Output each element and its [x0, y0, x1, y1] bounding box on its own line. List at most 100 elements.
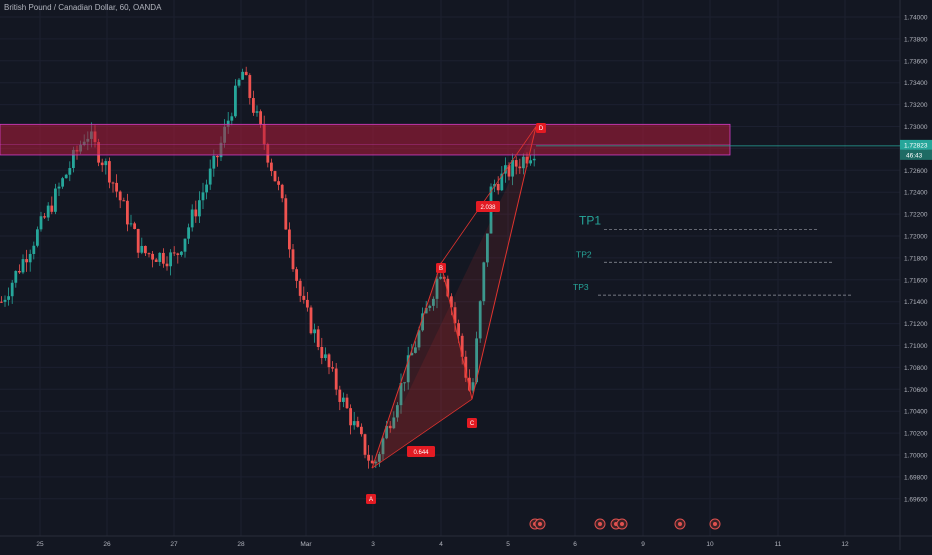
candle-body [230, 116, 234, 121]
date-tick-label: 10 [706, 541, 714, 548]
candle-body [61, 178, 64, 187]
event-icon-dot [713, 522, 717, 526]
candle-body [100, 162, 104, 166]
point-marker-d [536, 123, 546, 133]
harmonic-pattern[interactable]: A B C D 0.644 2.038 [366, 123, 546, 504]
candle-body [367, 454, 370, 461]
date-tick-label: 11 [775, 541, 782, 548]
candle-body [108, 161, 111, 183]
price-tick-label: 1.71200 [904, 321, 928, 328]
candle-body [450, 296, 453, 308]
tp2-label: TP2 [576, 249, 592, 259]
candle-body [518, 166, 522, 169]
candle-body [68, 168, 72, 175]
candle-body [25, 259, 28, 263]
price-tick-label: 1.72200 [904, 212, 928, 219]
tp3-label: TP3 [573, 282, 589, 292]
candle-body [471, 382, 475, 391]
candle-body [324, 354, 327, 359]
price-axis[interactable]: 1.742001.740001.738001.736001.734001.732… [536, 0, 932, 550]
resistance-zone[interactable] [0, 123, 731, 156]
candle-body [144, 245, 147, 254]
candle-body [3, 299, 7, 302]
price-tick-label: 1.70000 [904, 453, 928, 460]
candle-body [320, 346, 324, 359]
candle-body [64, 174, 68, 179]
candle-body [298, 280, 302, 296]
candle-body [284, 198, 288, 230]
candle-body [169, 252, 172, 267]
date-tick-label: 12 [841, 541, 849, 548]
point-label-c: C [470, 421, 475, 427]
event-markers[interactable] [529, 518, 721, 530]
candle-body [183, 238, 187, 252]
candle-body [496, 183, 500, 191]
candle-body [439, 276, 442, 279]
price-tick-label: 1.74000 [904, 15, 928, 22]
candle-body [478, 301, 482, 339]
candle-body [468, 377, 471, 391]
candle-body [500, 173, 504, 191]
date-tick-label: 6 [573, 541, 577, 548]
candle-body [190, 209, 194, 228]
date-tick-label: 27 [170, 541, 178, 548]
current-price-tag [900, 139, 932, 150]
pattern-triangle-acd [372, 126, 536, 469]
candle-body [205, 184, 208, 193]
candle-body [259, 111, 262, 125]
price-tick-label: 1.71600 [904, 277, 928, 284]
candle-body [432, 298, 435, 306]
target-lines[interactable]: TP1 TP2 TP3 [573, 213, 852, 296]
candle-body [72, 149, 75, 169]
candle-body [522, 156, 525, 169]
candle-body [421, 313, 424, 331]
ratio-xa-label: 0.644 [413, 450, 429, 456]
candle-body [201, 192, 205, 201]
candle-body [151, 253, 154, 260]
candle-body [302, 295, 306, 300]
candle-body [486, 233, 489, 263]
candle-body [309, 307, 313, 334]
date-tick-label: 26 [103, 541, 111, 548]
candle-body [460, 335, 464, 357]
candle-body [241, 71, 244, 80]
candle-body [392, 417, 396, 429]
price-tick-label: 1.70200 [904, 431, 928, 438]
point-label-a: A [369, 497, 373, 503]
time-axis[interactable]: 25 26 27 28 Mar 3 4 5 6 9 10 11 12 [0, 535, 932, 548]
date-tick-label: 28 [237, 541, 245, 548]
candle-body [482, 262, 486, 302]
candle-body [378, 454, 381, 462]
candle-body [424, 307, 428, 314]
price-tick-label: 1.73600 [904, 58, 928, 65]
price-tick-label: 1.72400 [904, 190, 928, 197]
point-marker-c [467, 418, 477, 428]
candle-body [147, 253, 151, 255]
candle-body [381, 438, 385, 455]
candle-body [417, 330, 421, 348]
candle-body [342, 397, 345, 402]
candle-body [212, 155, 216, 169]
candle-body [36, 229, 39, 246]
candle-body [507, 165, 511, 177]
candle-body [118, 191, 122, 201]
candle-body [270, 162, 273, 172]
price-tick-label: 1.73800 [904, 36, 928, 43]
date-tick-label: Mar [300, 541, 312, 548]
price-tick-label: 1.73400 [904, 80, 928, 87]
candle-body [446, 278, 450, 297]
candle-body [126, 200, 129, 225]
current-price-label: 1.72823 [904, 142, 928, 149]
grid-lines [0, 0, 900, 536]
candle-body [493, 183, 496, 187]
candle-body [194, 209, 198, 217]
candle-body [18, 271, 21, 273]
pattern-legs [371, 126, 537, 469]
candle-body [111, 182, 115, 184]
candle-body [388, 425, 392, 429]
candle-body [514, 160, 518, 167]
candle-body [172, 252, 176, 254]
candle-body [226, 120, 230, 127]
